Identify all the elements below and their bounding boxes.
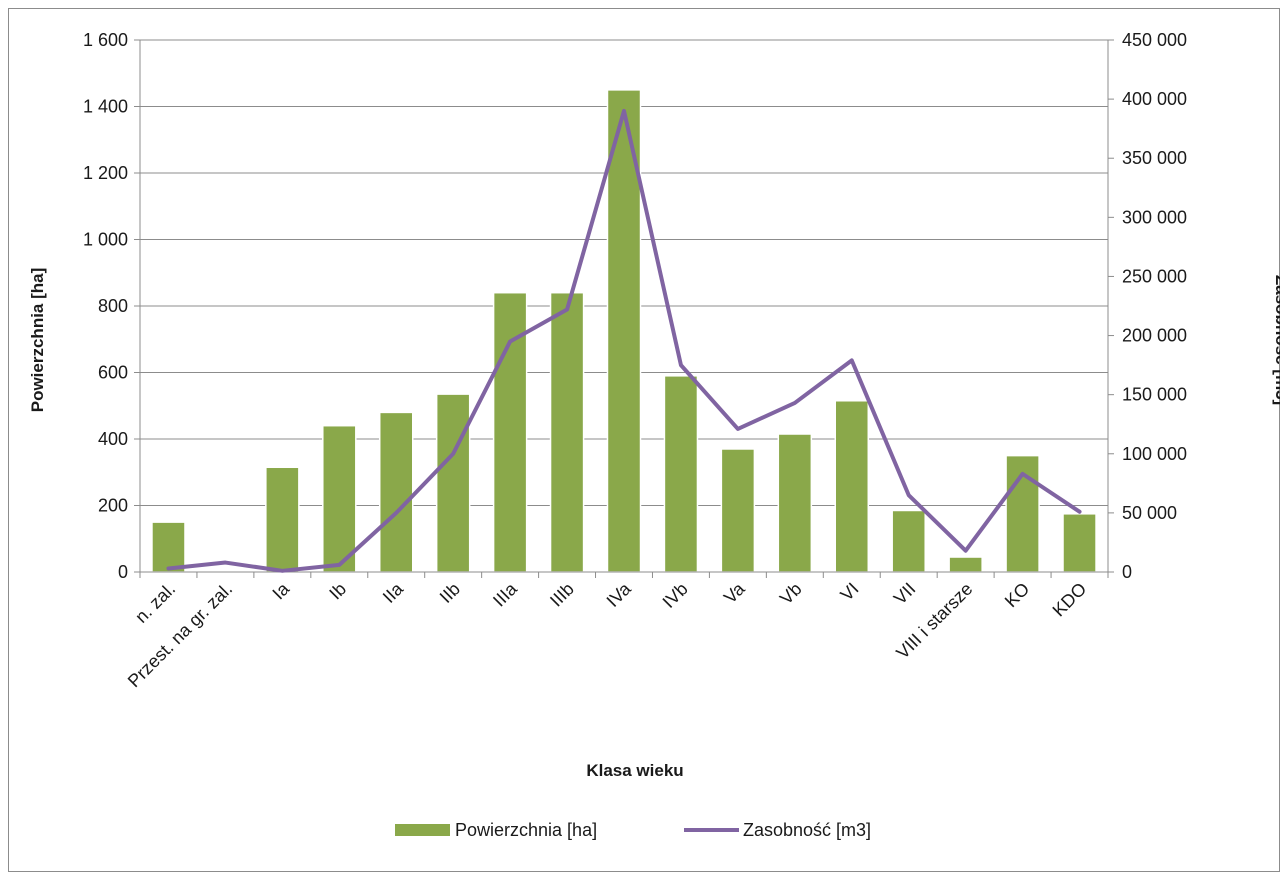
y-tick-label: 1 400 <box>83 97 128 117</box>
y2-tick-label: 250 000 <box>1122 266 1187 286</box>
x-tick-label: IIb <box>436 579 464 607</box>
x-tick-label: VII <box>890 579 920 609</box>
y-tick-label: 0 <box>118 562 128 582</box>
bar <box>606 89 642 573</box>
x-tick-label: Przest. na gr. zal. <box>124 579 236 691</box>
y-tick-label: 800 <box>98 296 128 316</box>
chart-frame <box>8 8 1280 872</box>
x-tick-label: VI <box>836 579 862 605</box>
bar <box>1005 454 1040 573</box>
y-tick-label: 1 200 <box>83 163 128 183</box>
bar <box>151 521 186 573</box>
bar <box>777 433 813 573</box>
legend-swatch-powierzchnia <box>395 824 450 836</box>
bar <box>1062 513 1097 573</box>
bar <box>948 556 983 573</box>
y2-tick-label: 200 000 <box>1122 326 1187 346</box>
bar <box>378 411 414 573</box>
x-tick-label: KO <box>1001 579 1034 612</box>
legend: Powierzchnia [ha] Zasobność [m3] <box>395 820 871 840</box>
y2-tick-label: 150 000 <box>1122 385 1187 405</box>
x-tick-label: n. zal. <box>131 579 179 627</box>
x-tick-label: IIIa <box>489 578 522 611</box>
x-tick-label: Ib <box>325 579 350 604</box>
y-tick-label: 200 <box>98 496 128 516</box>
legend-label-zasobnosc: Zasobność [m3] <box>743 820 871 840</box>
y2-axis-title: Zasobność [m3] <box>1272 275 1280 405</box>
bar <box>834 400 870 573</box>
y-tick-label: 400 <box>98 429 128 449</box>
bar-series <box>151 89 1097 573</box>
bar <box>663 375 699 573</box>
y-axis-title: Powierzchnia [ha] <box>28 268 47 413</box>
x-axis-ticks: n. zal.Przest. na gr. zal. Ia Ib IIa IIb IIIa… <box>124 572 1109 691</box>
legend-label-powierzchnia: Powierzchnia [ha] <box>455 820 597 840</box>
y2-tick-label: 100 000 <box>1122 444 1187 464</box>
x-tick-label: KDO <box>1049 579 1091 621</box>
y2-tick-label: 400 000 <box>1122 89 1187 109</box>
bar <box>322 424 357 573</box>
x-tick-label: Vb <box>776 579 806 609</box>
y-axis-ticks: 0 200 400 600 800 1 000 1 200 1 400 1 600 <box>83 30 140 582</box>
y2-tick-label: 0 <box>1122 562 1132 582</box>
bar <box>265 466 300 573</box>
bar <box>549 291 585 573</box>
y2-tick-label: 350 000 <box>1122 148 1187 168</box>
y2-tick-label: 300 000 <box>1122 207 1187 227</box>
x-tick-label: Ia <box>268 578 293 603</box>
y2-tick-label: 450 000 <box>1122 30 1187 50</box>
x-tick-label: Va <box>720 578 749 607</box>
x-tick-label: IVb <box>659 579 692 612</box>
x-axis-title: Klasa wieku <box>586 761 683 780</box>
y2-axis-ticks: 0 50 000 100 000 150 000 200 000 250 000 300 0… <box>1108 30 1187 582</box>
y-tick-label: 1 600 <box>83 30 128 50</box>
x-tick-label: IIa <box>379 578 408 607</box>
y-tick-label: 1 000 <box>83 230 128 250</box>
y2-tick-label: 50 000 <box>1122 503 1177 523</box>
bar <box>891 509 926 573</box>
x-tick-label: IIIb <box>546 579 578 611</box>
x-tick-label: IVa <box>603 578 636 611</box>
line-series <box>166 108 1082 573</box>
bar <box>720 448 756 573</box>
y-tick-label: 600 <box>98 363 128 383</box>
bar <box>435 393 471 573</box>
